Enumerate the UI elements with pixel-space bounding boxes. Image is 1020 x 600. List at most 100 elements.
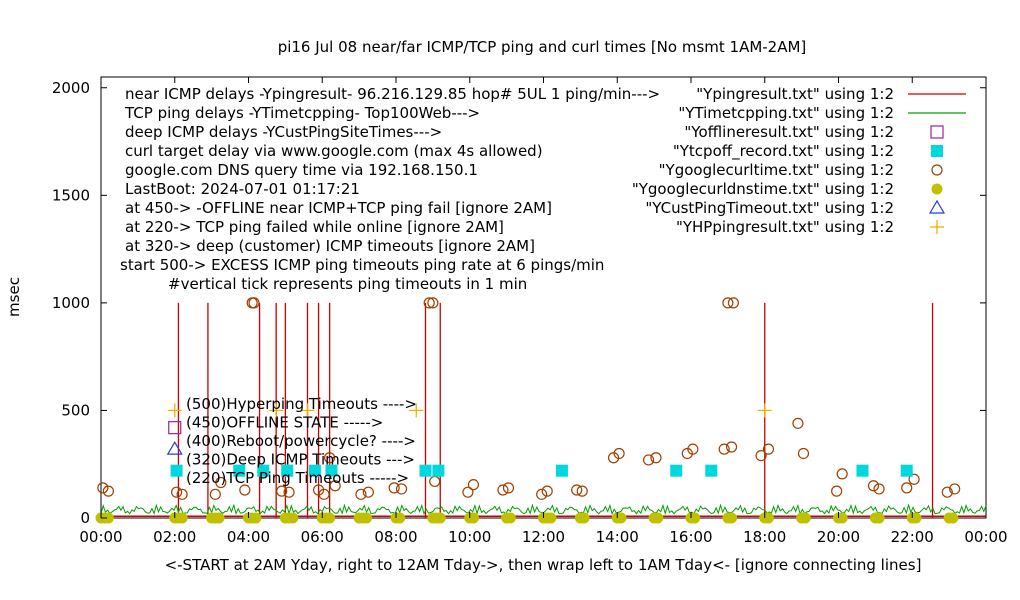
x-tick-label: 06:00 bbox=[301, 528, 344, 546]
curl-point bbox=[429, 475, 441, 488]
state-label: (500)Hyperping Timeouts ----> bbox=[186, 395, 417, 413]
dns-point bbox=[324, 512, 336, 524]
curl-point bbox=[97, 482, 109, 494]
dns-point bbox=[652, 512, 664, 524]
legend-entry: "YCustPingTimeout.txt" using 1:2 bbox=[645, 199, 894, 217]
dns-point bbox=[176, 512, 188, 524]
x-axis-label: <-START at 2AM Yday, right to 12AM Tday-… bbox=[165, 556, 922, 574]
x-tick-label: 00:00 bbox=[964, 528, 1007, 546]
hyperping-point bbox=[269, 403, 284, 418]
curl-point bbox=[873, 483, 885, 495]
curl-point bbox=[176, 488, 188, 500]
curl-point bbox=[329, 480, 341, 492]
curl-point bbox=[867, 480, 880, 492]
hyperping-point bbox=[300, 403, 315, 418]
note-line: at 320-> deep (customer) ICMP timeouts [… bbox=[125, 237, 535, 255]
curl-point bbox=[718, 443, 730, 455]
legend-marker bbox=[931, 164, 943, 176]
state-labels: (500)Hyperping Timeouts ---->(450)OFFLIN… bbox=[186, 395, 417, 487]
x-tick-label: 22:00 bbox=[891, 528, 934, 546]
tcp-timeout-point bbox=[257, 464, 270, 477]
curl-point bbox=[831, 485, 843, 497]
legend-entry: "Yofflineresult.txt" using 1:2 bbox=[684, 123, 894, 141]
dns-point bbox=[361, 512, 372, 524]
state-label: (450)OFFLINE STATE -----> bbox=[186, 414, 383, 432]
curl-point bbox=[427, 297, 439, 309]
note-line: at 450-> -OFFLINE near ICMP+TCP ping fai… bbox=[125, 199, 552, 217]
deep-icmp-point bbox=[166, 440, 183, 455]
y-tick-label: 1000 bbox=[52, 294, 90, 312]
dns-point bbox=[873, 512, 885, 524]
curl-point bbox=[941, 486, 953, 498]
curl-point bbox=[650, 452, 662, 464]
legend-marker bbox=[930, 125, 944, 139]
state-label: (220)TCP Ping Timeouts -----> bbox=[186, 469, 409, 487]
x-tick-label: 02:00 bbox=[153, 528, 196, 546]
dns-point bbox=[545, 512, 557, 524]
dns-point bbox=[578, 512, 590, 524]
curl-point bbox=[355, 488, 367, 500]
tcp-timeout-point bbox=[233, 464, 246, 477]
dns-point bbox=[615, 512, 627, 524]
state-label: (320)Deep ICMP Timeouts ---> bbox=[186, 451, 415, 469]
curl-point bbox=[722, 297, 734, 309]
dns-point bbox=[726, 512, 738, 524]
dns-point bbox=[836, 512, 848, 524]
x-tick-label: 04:00 bbox=[227, 528, 270, 546]
curl-point bbox=[362, 486, 374, 498]
tcp-timeout-point bbox=[705, 464, 718, 477]
curl-point bbox=[908, 473, 920, 485]
legend-marker bbox=[931, 145, 943, 157]
dns-point bbox=[504, 512, 516, 524]
legend-entry: "Ygooglecurltime.txt" using 1:2 bbox=[659, 161, 894, 179]
x-tick-label: 16:00 bbox=[669, 528, 712, 546]
tcp-timeout-point bbox=[325, 464, 338, 477]
curl-point bbox=[725, 441, 738, 453]
dns-point bbox=[799, 512, 811, 524]
legend-marker bbox=[930, 220, 944, 234]
dns-point bbox=[394, 512, 406, 524]
dns-point bbox=[947, 512, 959, 524]
curl-point bbox=[949, 483, 961, 495]
curl-point bbox=[541, 485, 553, 497]
curl-point bbox=[318, 488, 330, 500]
legend-entry: "Ypingresult.txt" using 1:2 bbox=[696, 85, 894, 103]
note-line: near ICMP delays -Ypingresult- 96.216.12… bbox=[125, 85, 660, 103]
curl-point bbox=[836, 468, 848, 480]
curl-point bbox=[687, 443, 699, 455]
dns-point bbox=[213, 512, 225, 524]
legend-entry: "Ytcpoff_record.txt" using 1:2 bbox=[673, 142, 894, 161]
dns-point bbox=[467, 512, 479, 524]
legend-entry: "Ygooglecurldnstime.txt" using 1:2 bbox=[632, 180, 894, 198]
tcp-timeout-point bbox=[856, 464, 869, 477]
note-line: #vertical tick represents ping timeouts … bbox=[168, 275, 527, 293]
curl-point bbox=[283, 486, 295, 498]
curl-point bbox=[102, 485, 114, 497]
curl-point bbox=[395, 483, 408, 495]
curl-point bbox=[797, 447, 810, 460]
dns-point bbox=[762, 512, 774, 524]
note-line: at 220-> TCP ping failed while online [i… bbox=[125, 218, 504, 236]
dns-point bbox=[250, 512, 262, 524]
annotation-notes: near ICMP delays -Ypingresult- 96.216.12… bbox=[120, 85, 660, 293]
tcp-timeout-point bbox=[432, 464, 445, 477]
hyperping-point bbox=[167, 403, 182, 418]
tcp-timeout-point bbox=[900, 464, 913, 477]
x-tick-label: 00:00 bbox=[79, 528, 122, 546]
curl-point bbox=[727, 297, 740, 309]
offline-point bbox=[168, 421, 182, 435]
legend-marker bbox=[928, 199, 946, 214]
x-tick-label: 12:00 bbox=[522, 528, 565, 546]
curl-point bbox=[571, 484, 583, 496]
curl-point bbox=[642, 454, 655, 466]
y-tick-label: 1500 bbox=[52, 186, 90, 204]
x-tick-label: 20:00 bbox=[817, 528, 860, 546]
curl-point bbox=[239, 484, 251, 496]
curl-point bbox=[276, 485, 288, 497]
legend-entry: "YHPpingresult.txt" using 1:2 bbox=[676, 218, 894, 236]
curl-point bbox=[209, 488, 221, 500]
state-label: (400)Reboot/powercycle? ----> bbox=[186, 432, 416, 450]
y-tick-label: 0 bbox=[80, 509, 90, 527]
curl-point bbox=[536, 488, 548, 500]
